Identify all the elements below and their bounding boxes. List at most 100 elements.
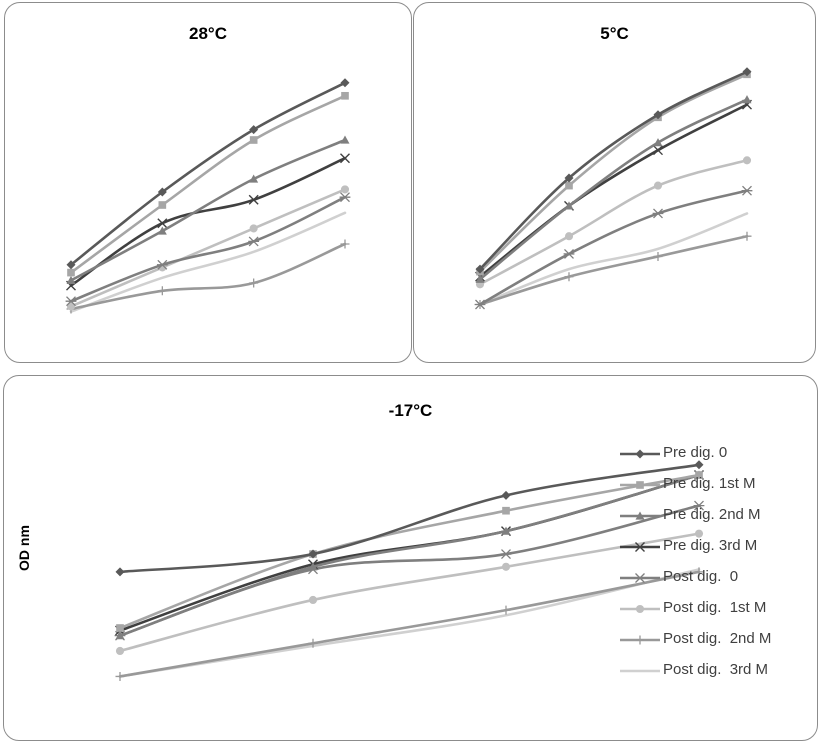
series-line bbox=[478, 189, 749, 306]
legend-marker bbox=[635, 604, 645, 614]
chart-legend: Pre dig. 0 Pre dig. 1st M Pre dig. 2nd M Pr… bbox=[618, 443, 817, 691]
legend-swatch bbox=[620, 481, 660, 489]
series-line bbox=[478, 98, 749, 281]
legend-marker bbox=[635, 542, 645, 552]
data-point bbox=[501, 562, 511, 571]
data-point bbox=[249, 224, 258, 233]
data-point bbox=[500, 549, 512, 560]
legend-swatch bbox=[620, 669, 660, 673]
legend-label: Post dig. 1st M bbox=[663, 599, 767, 616]
data-point bbox=[339, 192, 351, 203]
data-point bbox=[115, 646, 125, 655]
data-point bbox=[653, 138, 663, 147]
legend-item: Pre dig. 0 bbox=[618, 443, 817, 474]
legend-label: Pre dig. 1st M bbox=[663, 475, 756, 492]
data-point bbox=[564, 232, 574, 241]
data-point bbox=[340, 135, 350, 144]
legend-swatch bbox=[620, 511, 660, 520]
data-point bbox=[308, 595, 318, 604]
data-point bbox=[741, 185, 753, 196]
data-point bbox=[248, 236, 260, 247]
legend-label: Post dig. 2nd M bbox=[663, 630, 772, 647]
data-point bbox=[157, 187, 167, 197]
legend-marker bbox=[635, 449, 645, 459]
data-point bbox=[157, 226, 167, 235]
data-point bbox=[308, 562, 318, 571]
chart-panel-28c: 28°C bbox=[4, 2, 412, 363]
series-line bbox=[118, 570, 701, 678]
chart-title: 28°C bbox=[189, 24, 227, 43]
data-point bbox=[115, 631, 125, 640]
data-point bbox=[653, 181, 663, 190]
data-point bbox=[116, 624, 124, 632]
series-line bbox=[118, 473, 701, 630]
line-chart-28c bbox=[65, 78, 351, 314]
series-line bbox=[118, 473, 701, 637]
series-line bbox=[69, 211, 347, 313]
data-point bbox=[308, 638, 318, 648]
series-line bbox=[69, 242, 347, 311]
data-point bbox=[474, 299, 486, 310]
chart-panel-minus17c: -17°C OD nm Pre dig. 0 Pre dig. 1st M Pre … bbox=[3, 375, 818, 741]
data-point bbox=[340, 239, 350, 249]
series-line bbox=[118, 532, 701, 653]
line-chart-5c bbox=[474, 67, 753, 310]
data-point bbox=[249, 125, 259, 135]
series-line bbox=[69, 195, 347, 303]
legend-item: Pre dig. 1st M bbox=[618, 474, 817, 505]
data-point bbox=[115, 671, 125, 681]
legend-item: Post dig. 1st M bbox=[618, 598, 817, 629]
data-point bbox=[564, 272, 574, 282]
data-point bbox=[695, 471, 703, 479]
data-point bbox=[564, 201, 574, 210]
series-line bbox=[478, 70, 749, 271]
data-point bbox=[66, 275, 76, 284]
data-point bbox=[66, 302, 76, 311]
legend-label: Pre dig. 0 bbox=[663, 444, 728, 461]
data-point bbox=[158, 201, 167, 209]
legend-item: Post dig. 3rd M bbox=[618, 660, 817, 691]
data-point bbox=[248, 194, 259, 205]
data-point bbox=[249, 174, 259, 183]
series-line bbox=[118, 463, 701, 574]
legend-item: Pre dig. 2nd M bbox=[618, 505, 817, 536]
legend-item: Pre dig. 3rd M bbox=[618, 536, 817, 567]
data-point bbox=[340, 153, 350, 164]
chart-title: 5°C bbox=[600, 24, 629, 43]
data-point bbox=[742, 95, 752, 104]
y-axis-label: OD nm bbox=[16, 525, 32, 571]
legend-swatch bbox=[620, 573, 660, 583]
legend-swatch bbox=[620, 604, 660, 614]
legend-marker bbox=[635, 635, 645, 645]
data-point bbox=[501, 490, 511, 500]
series-line bbox=[69, 138, 347, 282]
data-point bbox=[340, 185, 350, 194]
series-line bbox=[478, 212, 749, 306]
data-point bbox=[653, 110, 663, 120]
data-point bbox=[157, 218, 168, 229]
series-line bbox=[478, 159, 749, 286]
series-line bbox=[118, 473, 701, 632]
legend-label: Pre dig. 3rd M bbox=[663, 537, 758, 554]
data-point bbox=[157, 286, 167, 296]
series-line bbox=[69, 156, 347, 287]
legend-swatch bbox=[620, 449, 660, 459]
legend-label: Post dig. 0 bbox=[663, 568, 739, 585]
data-point bbox=[652, 208, 664, 219]
data-point bbox=[501, 605, 511, 615]
data-point bbox=[156, 259, 168, 270]
data-point bbox=[502, 506, 510, 515]
data-point bbox=[565, 181, 573, 190]
series-line bbox=[69, 188, 347, 308]
data-point bbox=[742, 156, 752, 165]
data-point bbox=[694, 567, 704, 577]
legend-item: Post dig. 2nd M bbox=[618, 629, 817, 660]
data-point bbox=[340, 78, 350, 88]
data-point bbox=[475, 274, 485, 283]
data-point bbox=[564, 173, 574, 183]
data-point bbox=[341, 91, 349, 100]
chart-panel-5c: 5°C bbox=[413, 2, 816, 363]
legend-marker bbox=[634, 573, 646, 583]
series-line bbox=[69, 94, 347, 274]
data-point bbox=[694, 460, 704, 470]
